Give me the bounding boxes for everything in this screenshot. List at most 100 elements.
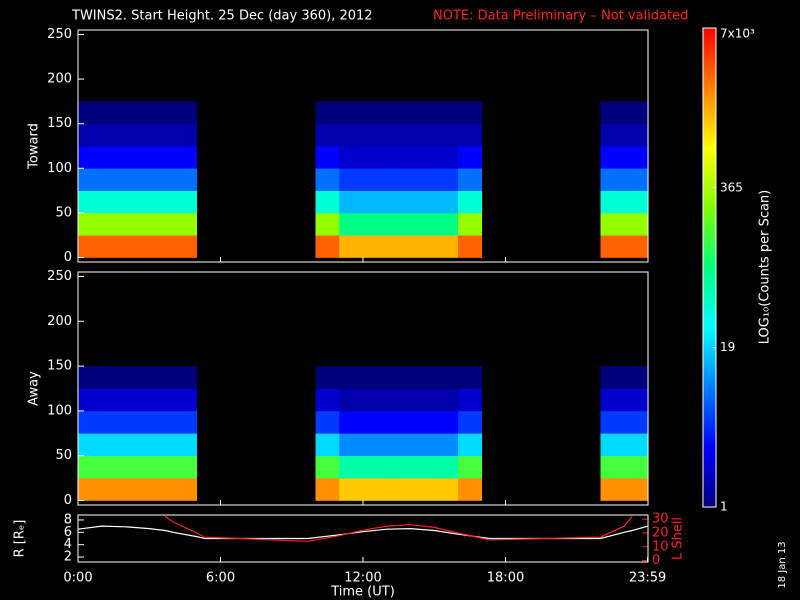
heat-cell [458, 190, 483, 214]
heat-cell [363, 410, 388, 434]
heat-cell [624, 235, 649, 258]
heat-cell [386, 101, 411, 124]
heat-cell [434, 123, 459, 147]
heat-cell [386, 123, 411, 147]
heat-cell [78, 455, 103, 479]
heat-cell [624, 388, 649, 412]
heat-cell [434, 168, 459, 191]
heat-cell [315, 212, 340, 236]
heat-cell [624, 123, 649, 147]
heat-cell [149, 123, 174, 147]
heat-cell [315, 101, 340, 124]
y-axis-label: Away [27, 371, 42, 406]
heat-cell [173, 146, 198, 169]
heat-cell [410, 123, 435, 147]
y2-tick-label: 10 [652, 539, 669, 554]
plot-frame [77, 514, 649, 563]
heat-cell [149, 455, 174, 479]
heat-cell [458, 433, 483, 457]
y2-tick-label: 30 [652, 512, 669, 527]
x-tick-label: 0:00 [63, 571, 92, 586]
heat-cell [363, 455, 388, 479]
heat-cell [458, 388, 483, 412]
heat-cell [458, 235, 483, 258]
plot-frame [77, 271, 649, 506]
heat-cell [101, 168, 126, 191]
heat-cell [315, 190, 340, 214]
colorbar-label: LOG₁₀(Counts per Scan) [758, 190, 773, 345]
heat-cell [410, 168, 435, 191]
heat-cell [78, 366, 103, 389]
heat-cell [410, 366, 435, 389]
heat-cell [600, 101, 625, 124]
heat-cell [101, 478, 126, 501]
heat-cell [339, 410, 364, 434]
heat-cell [78, 433, 103, 457]
heat-cell [624, 433, 649, 457]
heat-cell [434, 433, 459, 457]
heat-cell [339, 388, 364, 412]
heat-cell [386, 146, 411, 169]
heat-cell [458, 410, 483, 434]
heat-cell [410, 410, 435, 434]
heat-cell [363, 478, 388, 501]
heat-cell [339, 235, 364, 258]
colorbar-tick-label: 7x10³ [720, 27, 755, 41]
heat-cell [339, 101, 364, 124]
heat-cell [339, 123, 364, 147]
heat-cell [458, 455, 483, 479]
heat-cell [434, 146, 459, 169]
heat-cell [434, 366, 459, 389]
heat-cell [363, 146, 388, 169]
heat-cell [339, 146, 364, 169]
heat-cell [125, 410, 150, 434]
heat-cell [386, 366, 411, 389]
heat-cell [149, 101, 174, 124]
series-line [164, 515, 633, 542]
heat-cell [125, 168, 150, 191]
heat-cell [600, 388, 625, 412]
note: NOTE: Data Preliminary – Not validated [433, 9, 688, 24]
y-tick-label: 0 [64, 493, 72, 508]
heat-cell [149, 235, 174, 258]
heat-cell [101, 410, 126, 434]
heat-cell [386, 433, 411, 457]
heat-cell [434, 212, 459, 236]
heat-cell [315, 235, 340, 258]
y-tick-label: 8 [64, 512, 72, 527]
heat-cell [173, 388, 198, 412]
heat-cell [173, 235, 198, 258]
heat-cell [363, 212, 388, 236]
y-axis-label: Toward [27, 123, 42, 170]
heat-cell [101, 433, 126, 457]
colorbar-tick-label: 19 [720, 340, 735, 354]
heat-cell [78, 212, 103, 236]
heat-cell [339, 212, 364, 236]
heat-cell [363, 433, 388, 457]
heat-cell [386, 212, 411, 236]
heat-cell [125, 455, 150, 479]
date-stamp: 18 Jan 13 [777, 541, 788, 588]
heat-cell [78, 123, 103, 147]
heat-cell [410, 235, 435, 258]
y-tick-label: 0 [64, 250, 72, 265]
y-tick-label: 50 [55, 448, 72, 463]
heat-cell [363, 235, 388, 258]
heat-cell [410, 190, 435, 214]
heat-cell [386, 455, 411, 479]
heat-cell [339, 433, 364, 457]
y-tick-label: 4 [64, 537, 72, 552]
heat-cell [101, 235, 126, 258]
heat-cell [434, 101, 459, 124]
heat-cell [434, 410, 459, 434]
heat-cell [339, 455, 364, 479]
heat-cell [173, 123, 198, 147]
heat-cell [624, 168, 649, 191]
heat-cell [600, 146, 625, 169]
heat-cell [600, 433, 625, 457]
heat-cell [434, 388, 459, 412]
heat-cell [78, 168, 103, 191]
heat-cell [624, 146, 649, 169]
heat-cell [624, 101, 649, 124]
